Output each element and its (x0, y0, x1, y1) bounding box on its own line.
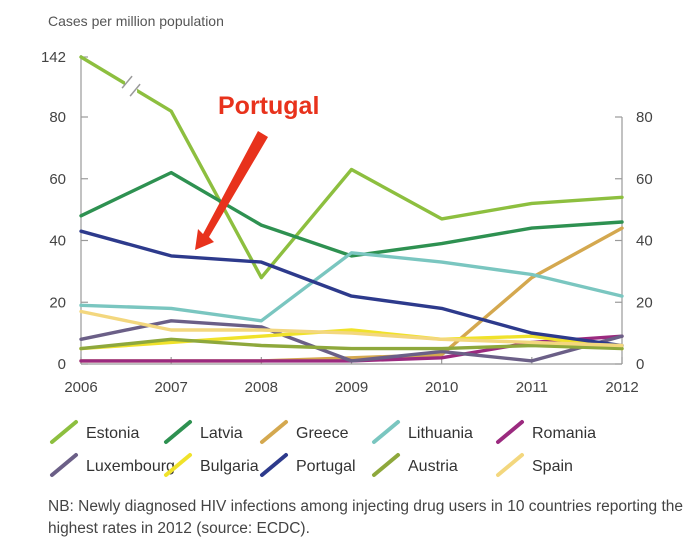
legend-swatch-luxembourg (50, 453, 78, 477)
legend-swatch-spain (496, 453, 524, 477)
x-tick-label: 2006 (64, 379, 97, 396)
series-line-spain (79, 309, 624, 348)
footnote: NB: Newly diagnosed HIV infections among… (48, 498, 683, 537)
series-line-luxembourg (79, 319, 624, 363)
legend-swatch-greece (260, 420, 288, 444)
legend-label-portugal: Portugal (296, 458, 356, 475)
y-tick-label-left: 80 (49, 109, 66, 126)
legend-label-romania: Romania (532, 425, 596, 442)
legend-label-latvia: Latvia (200, 425, 243, 442)
y-tick-label-right: 20 (636, 294, 653, 311)
x-tick-label: 2008 (245, 379, 278, 396)
y-tick-label-right: 40 (636, 233, 653, 250)
axis-break-mark (121, 75, 133, 89)
legend-label-austria: Austria (408, 458, 458, 475)
x-tick-label: 2010 (425, 379, 458, 396)
legend-swatch-bulgaria (164, 453, 192, 477)
y-tick-label-right: 0 (636, 356, 644, 373)
legend-swatch-austria (372, 453, 400, 477)
y-tick-label-left: 0 (58, 356, 66, 373)
y-tick-label-left: 60 (49, 171, 66, 188)
annotation-label: Portugal (218, 92, 319, 120)
y-axis-title: Cases per million population (48, 13, 224, 29)
legend-swatch-estonia (50, 420, 78, 444)
series-lines (79, 55, 624, 363)
legend-swatch-portugal (260, 453, 288, 477)
axis-break-mark (129, 83, 141, 97)
annotation-arrow (195, 131, 268, 250)
legend-label-bulgaria: Bulgaria (200, 458, 259, 475)
series-line-estonia (79, 55, 624, 280)
legend-label-luxembourg: Luxembourg (86, 458, 175, 475)
legend-swatch-lithuania (372, 420, 400, 444)
series-line-bulgaria (79, 328, 624, 351)
x-tick-label: 2009 (335, 379, 368, 396)
legend: Estonia Latvia Greece Lithuania Romania Luxem… (50, 420, 596, 477)
legend-label-greece: Greece (296, 425, 349, 442)
axes: 0 20 40 60 80 142 0 20 40 60 80 2006 2007 2008 2009 201… (41, 49, 653, 396)
legend-label-estonia: Estonia (86, 425, 139, 442)
series-line-austria (79, 337, 624, 351)
y-tick-label-right: 60 (636, 171, 653, 188)
series-line-portugal (79, 229, 624, 348)
legend-label-lithuania: Lithuania (408, 425, 473, 442)
series-line-lithuania (79, 251, 624, 323)
x-tick-label: 2012 (605, 379, 638, 396)
x-tick-label: 2007 (154, 379, 187, 396)
y-tick-label-left: 142 (41, 49, 66, 66)
y-tick-label-left: 20 (49, 294, 66, 311)
axis-break-gap (125, 77, 138, 96)
y-tick-label-left: 40 (49, 233, 66, 250)
x-tick-label: 2011 (516, 379, 548, 396)
portugal-annotation: Portugal (195, 92, 319, 250)
legend-label-spain: Spain (532, 458, 573, 475)
legend-swatch-latvia (164, 420, 192, 444)
y-tick-label-right: 80 (636, 109, 653, 126)
series-line-latvia (79, 170, 624, 258)
legend-swatch-romania (496, 420, 524, 444)
